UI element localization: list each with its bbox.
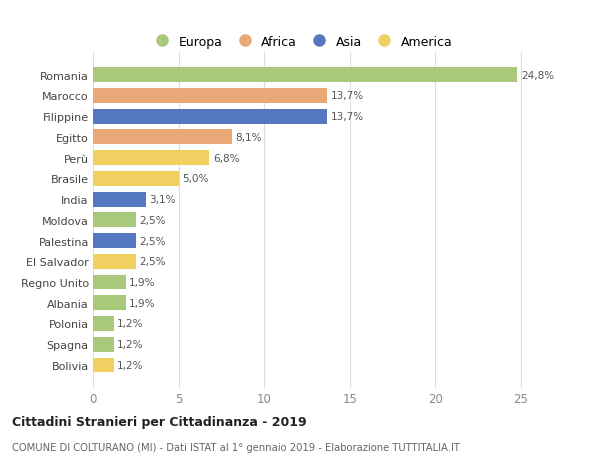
Text: 2,5%: 2,5%	[139, 215, 166, 225]
Bar	[93, 254, 136, 269]
Bar	[93, 234, 136, 248]
Bar	[93, 316, 113, 331]
Bar	[93, 151, 209, 166]
Text: 13,7%: 13,7%	[331, 112, 364, 122]
Text: 13,7%: 13,7%	[331, 91, 364, 101]
Text: 1,2%: 1,2%	[117, 340, 143, 349]
Text: 1,9%: 1,9%	[129, 298, 155, 308]
Bar	[93, 192, 146, 207]
Bar	[93, 68, 517, 83]
Text: 3,1%: 3,1%	[149, 195, 176, 205]
Bar	[93, 213, 136, 228]
Text: 1,2%: 1,2%	[117, 360, 143, 370]
Text: 2,5%: 2,5%	[139, 257, 166, 267]
Legend: Europa, Africa, Asia, America: Europa, Africa, Asia, America	[145, 31, 457, 54]
Bar	[93, 172, 179, 186]
Text: 1,2%: 1,2%	[117, 319, 143, 329]
Text: 2,5%: 2,5%	[139, 236, 166, 246]
Bar	[93, 337, 113, 352]
Bar	[93, 296, 125, 311]
Bar	[93, 109, 328, 124]
Text: COMUNE DI COLTURANO (MI) - Dati ISTAT al 1° gennaio 2019 - Elaborazione TUTTITAL: COMUNE DI COLTURANO (MI) - Dati ISTAT al…	[12, 442, 460, 452]
Text: 6,8%: 6,8%	[213, 153, 239, 163]
Text: 24,8%: 24,8%	[521, 71, 554, 80]
Bar	[93, 275, 125, 290]
Text: 5,0%: 5,0%	[182, 174, 208, 184]
Bar	[93, 89, 328, 104]
Text: 1,9%: 1,9%	[129, 277, 155, 287]
Text: Cittadini Stranieri per Cittadinanza - 2019: Cittadini Stranieri per Cittadinanza - 2…	[12, 415, 307, 428]
Bar	[93, 130, 232, 145]
Text: 8,1%: 8,1%	[235, 133, 262, 143]
Bar	[93, 358, 113, 373]
